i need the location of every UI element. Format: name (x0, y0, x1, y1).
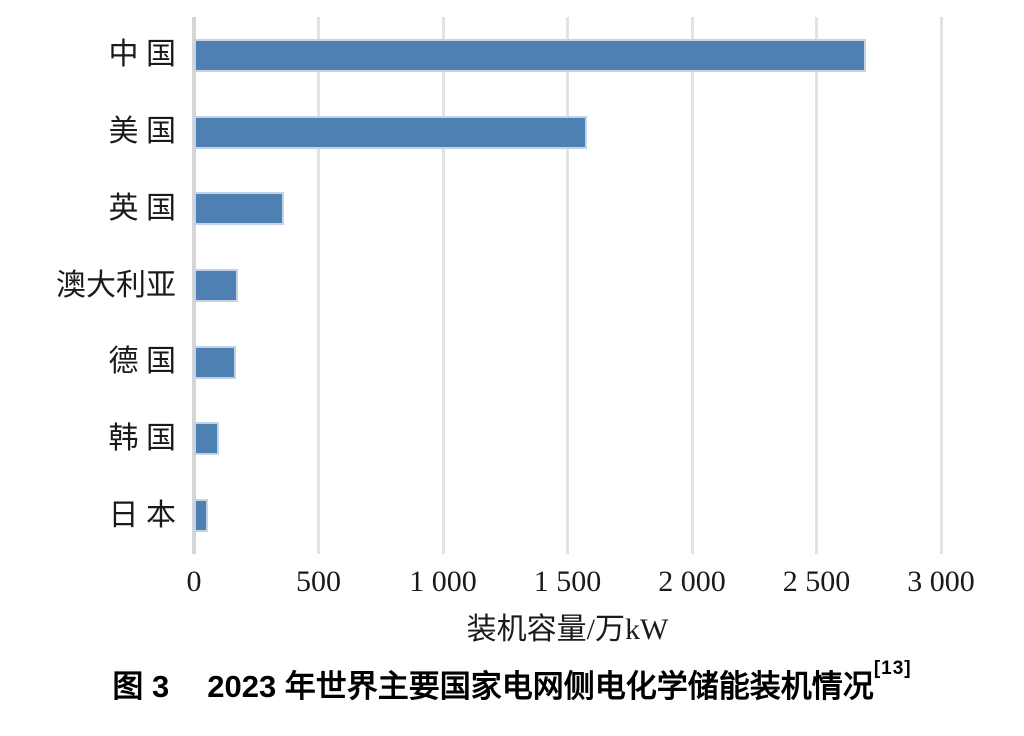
category-label: 澳大利亚 (56, 268, 176, 302)
bar (194, 115, 588, 149)
bar (194, 499, 208, 533)
figure-caption: 图 3 2023 年世界主要国家电网侧电化学储能装机情况[13] (0, 658, 1024, 705)
caption-reference-superscript: [13] (873, 657, 912, 679)
gridline (441, 17, 445, 554)
gridline (317, 17, 320, 554)
y-axis-category-labels: 中 国美 国英 国澳大利亚德 国韩 国日 本 (0, 17, 178, 554)
x-tick-label: 1 000 (409, 565, 477, 598)
category-label: 韩 国 (108, 421, 177, 455)
x-tick-label: 1 500 (533, 565, 602, 598)
category-label: 日 本 (108, 498, 177, 532)
gridline (939, 17, 943, 554)
gridline (815, 17, 818, 554)
caption-title-text: 2023 年世界主要国家电网侧电化学储能装机情况 (207, 669, 874, 704)
caption-figure-number: 图 3 (112, 669, 170, 704)
gridline (690, 17, 694, 554)
x-tick-label: 3 000 (907, 565, 975, 598)
bar (194, 192, 284, 226)
bar (194, 422, 219, 456)
x-axis-title: 装机容量/万kW (466, 613, 669, 646)
category-label: 德 国 (108, 345, 177, 379)
bar (194, 269, 238, 302)
plot-area (192, 17, 943, 554)
bar (194, 345, 237, 379)
category-label: 美 国 (108, 115, 177, 149)
x-tick-label: 2 500 (782, 565, 851, 598)
bar (194, 38, 867, 72)
x-axis-tick-labels: 0 500 1 000 1 500 2 000 2 500 3 000 (187, 565, 975, 605)
x-tick-label: 0 (186, 565, 202, 598)
x-tick-label: 500 (296, 565, 341, 598)
x-tick-label: 2 000 (658, 565, 726, 598)
category-label: 中 国 (108, 38, 177, 72)
category-label: 英 国 (108, 191, 177, 225)
gridline (566, 17, 569, 554)
